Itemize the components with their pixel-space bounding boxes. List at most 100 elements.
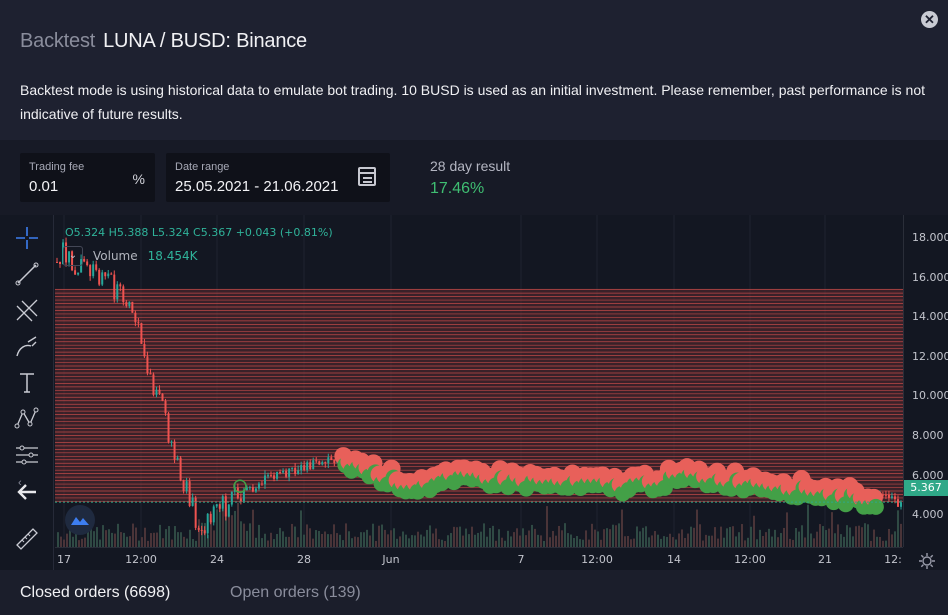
time-axis[interactable]: 17 12:00 24 28 Jun 7 12:00 14 12:00 21 1… <box>55 547 903 570</box>
volume-bar <box>657 534 659 547</box>
volume-bar <box>531 524 533 547</box>
volume-bar <box>456 527 458 547</box>
volume-bar <box>789 538 791 547</box>
volume-bar <box>102 525 104 547</box>
volume-bar <box>84 537 86 547</box>
volume-bar <box>162 538 164 547</box>
volume-bar <box>609 529 611 547</box>
pattern-icon[interactable] <box>12 405 42 433</box>
result-value: 17.46% <box>430 180 485 197</box>
volume-bar <box>888 528 890 547</box>
measure-icon[interactable] <box>12 441 42 469</box>
volume-bar <box>75 530 77 547</box>
volume-bar <box>495 540 497 547</box>
brush-icon[interactable] <box>12 333 42 361</box>
tradingview-logo-icon[interactable] <box>65 505 95 535</box>
candle-body <box>257 483 260 489</box>
volume-bar <box>183 536 185 547</box>
volume-bar <box>381 524 383 547</box>
volume-bar <box>729 526 731 547</box>
volume-bar <box>615 525 617 547</box>
ohlc-readout: O5.324 H5.388 L5.324 C5.367 +0.043 (+0.8… <box>65 226 333 239</box>
drawing-toolbar <box>0 215 54 570</box>
volume-bar <box>594 529 596 547</box>
chevron-down-icon[interactable]: ⌄ <box>63 246 83 266</box>
candle-body <box>161 393 164 401</box>
candle-body <box>197 527 200 530</box>
crosshair-icon[interactable] <box>12 224 42 252</box>
volume-bar <box>444 540 446 547</box>
volume-bar <box>423 536 425 547</box>
volume-bar <box>678 533 680 547</box>
volume-bar <box>522 528 524 547</box>
volume-bar <box>675 539 677 547</box>
volume-bar <box>303 534 305 547</box>
volume-bar <box>765 532 767 547</box>
volume-bar <box>699 524 701 547</box>
volume-bar <box>705 534 707 547</box>
volume-bar <box>645 526 647 547</box>
volume-bar <box>354 536 356 547</box>
trend-line-icon[interactable] <box>12 260 42 288</box>
volume-bar <box>885 540 887 547</box>
volume-bar <box>369 535 371 547</box>
candle-body <box>887 494 890 498</box>
candle-body <box>270 475 273 477</box>
volume-bar <box>60 536 62 547</box>
gear-icon[interactable] <box>918 552 936 570</box>
text-icon[interactable] <box>12 369 42 397</box>
volume-bar <box>450 533 452 547</box>
volume-bar <box>591 523 593 547</box>
volume-bar <box>171 539 173 547</box>
trading-fee-field[interactable]: Trading fee 0.01 % <box>20 153 155 202</box>
chart-area[interactable]: ‹ O5.324 H5.388 L5.324 C5.367 +0.043 (+0… <box>0 215 948 570</box>
volume-bar <box>651 535 653 547</box>
volume-bar <box>375 540 377 547</box>
candle-body <box>294 467 297 474</box>
volume-bar <box>483 523 485 547</box>
back-arrow-icon[interactable] <box>12 478 42 506</box>
volume-bar <box>135 527 137 547</box>
volume-bar <box>819 524 821 547</box>
volume-bar <box>708 535 710 547</box>
price-chart[interactable]: O5.324 H5.388 L5.324 C5.367 +0.043 (+0.8… <box>55 215 903 547</box>
volume-bar <box>627 535 629 547</box>
volume-bar <box>336 533 338 547</box>
close-icon[interactable]: ✕ <box>921 11 938 28</box>
candle-body <box>140 323 143 344</box>
volume-bar <box>168 526 170 547</box>
volume-bar <box>141 537 143 547</box>
volume-bar <box>864 523 866 547</box>
volume-bar <box>420 534 422 547</box>
tab-open-orders[interactable]: Open orders (139) <box>230 584 361 601</box>
current-price-tag: 5.367 <box>904 480 948 496</box>
candle-body <box>71 251 74 271</box>
volume-bar <box>585 530 587 547</box>
volume-bar <box>324 531 326 547</box>
volume-bar <box>498 529 500 547</box>
volume-bar <box>573 538 575 547</box>
volume-bar <box>129 536 131 547</box>
volume-bar <box>315 530 317 547</box>
date-range-field[interactable]: Date range 25.05.2021 - 21.06.2021 <box>166 153 390 202</box>
price-axis[interactable]: 18.000 16.000 14.000 12.000 10.000 8.000… <box>903 215 948 547</box>
volume-bar <box>348 531 350 547</box>
fib-icon[interactable] <box>12 297 42 325</box>
collapse-toolbar-icon[interactable]: ‹ <box>18 477 22 489</box>
candle-body <box>285 470 288 477</box>
price-tick: 18.000 <box>912 231 948 244</box>
title-prefix: Backtest <box>20 30 96 52</box>
candle-body <box>116 284 119 300</box>
ruler-icon[interactable] <box>12 525 42 553</box>
candle-body <box>158 389 161 394</box>
volume-bar <box>195 540 197 547</box>
candle-body <box>113 274 116 300</box>
volume-bar <box>774 529 776 547</box>
volume-bar <box>717 538 719 547</box>
calendar-icon[interactable] <box>358 167 376 186</box>
volume-bar <box>636 526 638 547</box>
volume-bar <box>852 536 854 547</box>
volume-bar <box>363 532 365 547</box>
candle-body <box>327 457 330 464</box>
tab-closed-orders[interactable]: Closed orders (6698) <box>20 584 171 601</box>
